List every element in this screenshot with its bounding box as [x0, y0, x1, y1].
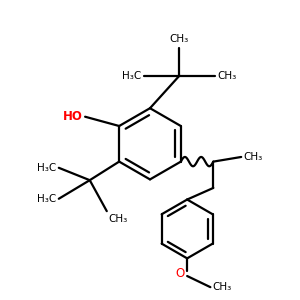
- Text: CH₃: CH₃: [170, 34, 189, 44]
- Text: CH₃: CH₃: [108, 214, 128, 224]
- Text: CH₃: CH₃: [213, 282, 232, 292]
- Text: H₃C: H₃C: [37, 194, 56, 204]
- Text: CH₃: CH₃: [244, 152, 263, 162]
- Text: H₃C: H₃C: [122, 71, 141, 81]
- Text: H₃C: H₃C: [37, 163, 56, 173]
- Text: CH₃: CH₃: [218, 71, 237, 81]
- Text: HO: HO: [63, 110, 82, 123]
- Text: O: O: [176, 267, 185, 280]
